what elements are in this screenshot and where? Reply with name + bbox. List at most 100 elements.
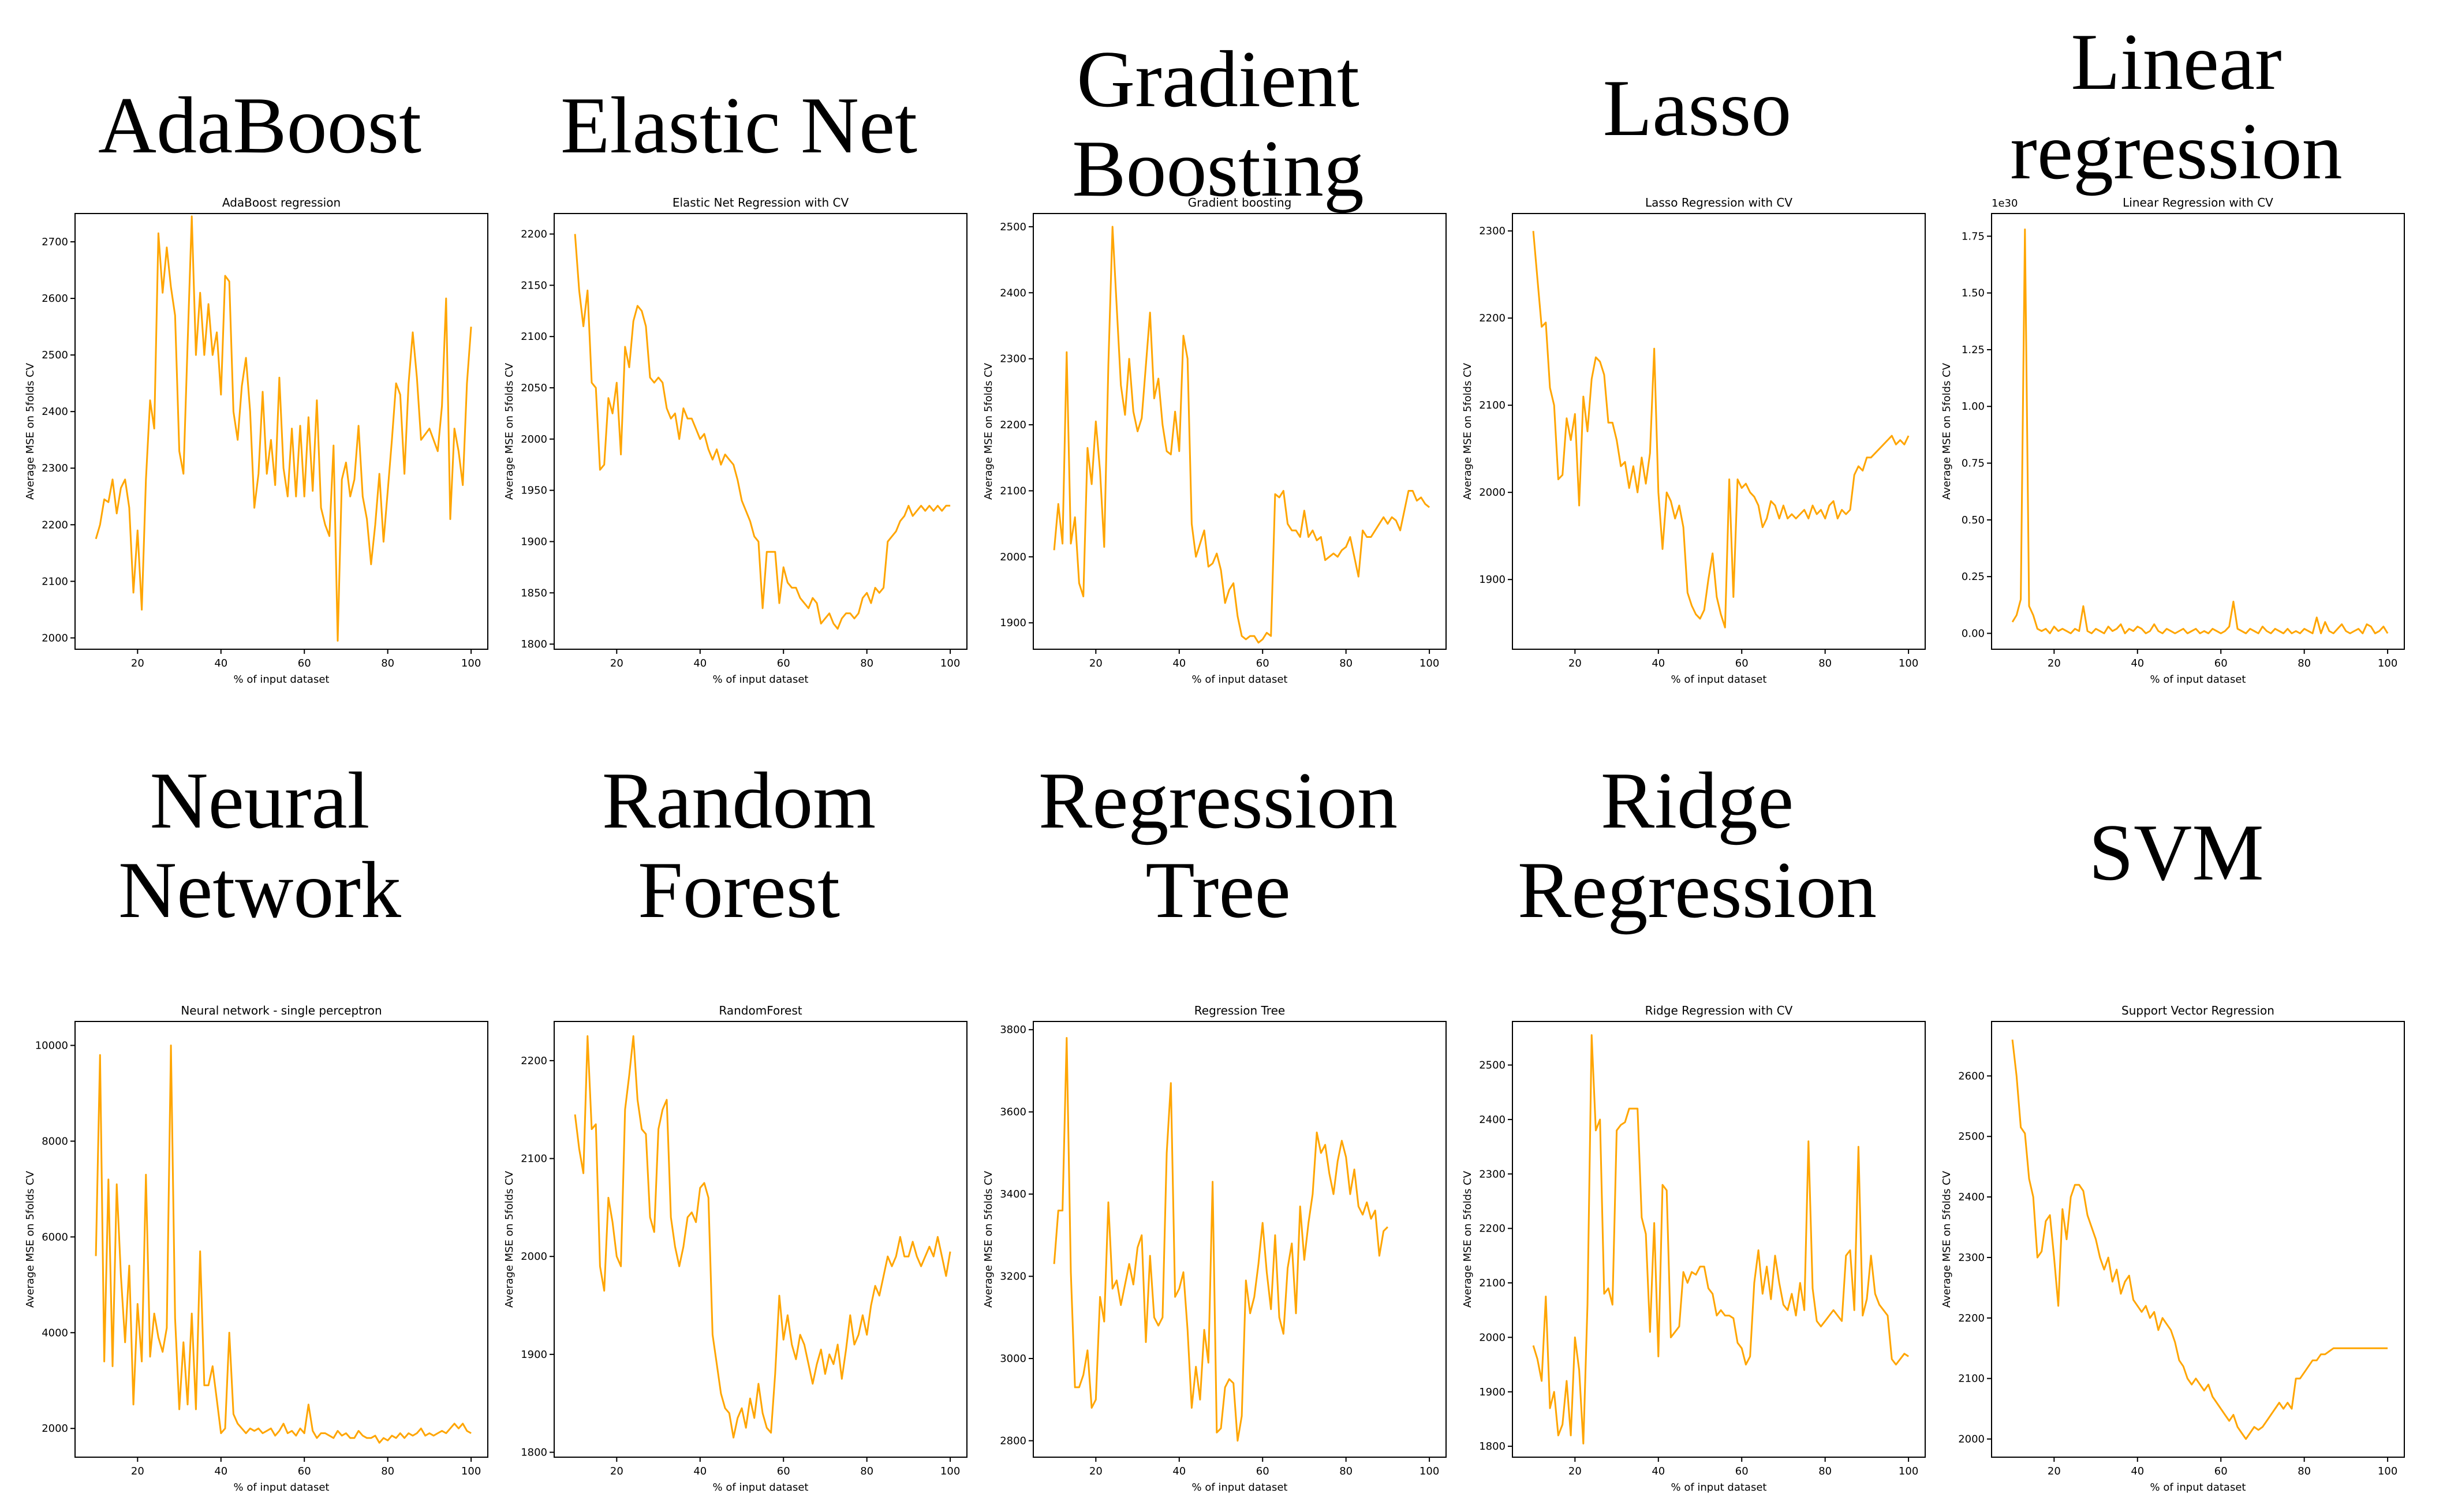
y-tick-label: 2200 [1000, 419, 1026, 431]
x-tick-label: 40 [2131, 657, 2144, 669]
y-tick-label: 2400 [1000, 287, 1026, 299]
y-tick-label: 1800 [521, 638, 547, 650]
x-tick-label: 20 [1568, 657, 1582, 669]
chart-panel: Ridge Regression Ridge Regression with CV… [1460, 756, 1934, 1512]
y-tick-label: 1850 [521, 587, 547, 599]
chart-panel: Lasso Lasso Regression with CV 20 40 60 80 100… [1460, 0, 1934, 744]
y-tick-label: 1.50 [1962, 287, 1985, 300]
y-tick-label: 2500 [42, 349, 68, 361]
x-axis-label: % of input dataset [713, 1481, 809, 1494]
y-tick-label: 1900 [1479, 574, 1506, 586]
y-tick-label: 2100 [42, 575, 68, 587]
x-axis-label: % of input dataset [2150, 1481, 2246, 1494]
x-tick-label: 20 [131, 1465, 144, 1477]
series-line [574, 1035, 951, 1439]
plot-frame [1033, 1021, 1447, 1458]
y-tick-label: 2300 [1479, 1168, 1506, 1180]
chart-panel: AdaBoost AdaBoost regression 20 40 60 80 100 20… [23, 0, 496, 744]
x-tick-label: 60 [777, 1465, 790, 1477]
y-tick-label: 2100 [1958, 1373, 1985, 1385]
x-tick-label: 40 [214, 657, 227, 669]
plot-frame [554, 213, 967, 650]
x-tick-label: 60 [1256, 1465, 1269, 1477]
y-tick-label: 2600 [1958, 1070, 1985, 1082]
y-tick-label: 2500 [1479, 1060, 1506, 1072]
y-tick-label: 0.25 [1962, 571, 1985, 583]
chart-title: Gradient boosting [1188, 196, 1292, 209]
y-tick-label: 2100 [1479, 1277, 1506, 1289]
x-tick-label: 60 [2214, 1465, 2228, 1477]
chart-panel: Neural Network Neural network - single pe… [23, 756, 496, 1512]
y-tick-label: 2050 [521, 382, 547, 394]
y-tick-label: 1900 [1479, 1386, 1506, 1398]
x-tick-label: 60 [1735, 1465, 1749, 1477]
x-tick-label: 80 [1339, 1465, 1353, 1477]
y-tick-label: 2500 [1000, 221, 1026, 233]
y-tick-label: 2100 [521, 331, 547, 343]
y-tick-label: 3600 [1000, 1106, 1026, 1118]
y-tick-label: 1.75 [1962, 230, 1985, 242]
y-tick-label: 2000 [1958, 1434, 1985, 1446]
x-tick-label: 60 [1735, 657, 1749, 669]
y-tick-label: 2000 [42, 1423, 68, 1435]
x-axis-label: % of input dataset [234, 1481, 330, 1494]
x-tick-label: 80 [860, 657, 873, 669]
x-tick-label: 80 [381, 1465, 394, 1477]
plot-frame [1512, 213, 1926, 650]
x-tick-label: 40 [1652, 1465, 1665, 1477]
x-tick-label: 60 [777, 657, 790, 669]
y-offset-label: 1e30 [1992, 197, 2018, 209]
y-tick-label: 2200 [42, 519, 68, 531]
plot-frame [1991, 1021, 2405, 1458]
x-tick-label: 80 [1818, 657, 1832, 669]
chart-title: Support Vector Regression [2121, 1004, 2274, 1017]
y-tick-label: 2000 [521, 1251, 547, 1263]
y-axis-label: Average MSE on 5folds CV [503, 362, 515, 500]
y-axis-label: Average MSE on 5folds CV [1462, 362, 1474, 500]
x-tick-label: 20 [1089, 1465, 1103, 1477]
y-tick-label: 2600 [42, 293, 68, 305]
x-tick-label: 100 [940, 1465, 960, 1477]
series-line [2011, 1039, 2388, 1440]
y-tick-label: 3200 [1000, 1271, 1026, 1283]
y-axis-label: Average MSE on 5folds CV [983, 1170, 995, 1308]
y-tick-label: 2150 [521, 279, 547, 291]
x-tick-label: 20 [610, 1465, 623, 1477]
line-chart: Lasso Regression with CV 20 40 60 80 100 1900 2… [1462, 196, 1926, 686]
x-axis-label: % of input dataset [234, 673, 330, 686]
y-tick-label: 1900 [1000, 617, 1026, 629]
x-tick-label: 100 [1419, 657, 1439, 669]
series-line [574, 234, 951, 630]
chart-title: Elastic Net Regression with CV [673, 196, 849, 209]
line-chart: Neural network - single perceptron 20 40 60… [24, 1004, 488, 1494]
x-tick-label: 100 [940, 657, 960, 669]
series-line [95, 1045, 472, 1444]
y-axis-label: Average MSE on 5folds CV [1941, 1170, 1953, 1308]
y-tick-label: 2100 [1479, 399, 1506, 411]
y-tick-label: 6000 [42, 1231, 68, 1243]
y-tick-label: 2200 [521, 229, 547, 241]
chart-title: Ridge Regression with CV [1645, 1004, 1793, 1017]
y-tick-label: 4000 [42, 1327, 68, 1339]
y-tick-label: 3800 [1000, 1024, 1026, 1036]
y-tick-label: 2000 [1479, 1331, 1506, 1343]
panel-heading: Lasso [1602, 63, 1792, 153]
x-tick-label: 40 [2131, 1465, 2144, 1477]
y-tick-label: 2500 [1958, 1131, 1985, 1143]
x-tick-label: 60 [2214, 657, 2228, 669]
plot-frame [1512, 1021, 1926, 1458]
x-tick-label: 80 [381, 657, 394, 669]
x-tick-label: 100 [461, 1465, 481, 1477]
y-tick-label: 2100 [1000, 485, 1026, 497]
x-axis-label: % of input dataset [2150, 673, 2246, 686]
x-tick-label: 100 [1899, 1465, 1918, 1477]
x-tick-label: 60 [298, 1465, 311, 1477]
plot-frame [74, 213, 488, 650]
line-chart: Ridge Regression with CV 20 40 60 80 100 1800 1… [1462, 1004, 1926, 1494]
x-tick-label: 40 [693, 1465, 707, 1477]
series-line [1053, 226, 1430, 644]
y-tick-label: 2400 [1958, 1191, 1985, 1203]
y-axis-label: Average MSE on 5folds CV [24, 1170, 36, 1308]
series-line [1532, 231, 1910, 628]
y-tick-label: 2300 [1958, 1252, 1985, 1264]
